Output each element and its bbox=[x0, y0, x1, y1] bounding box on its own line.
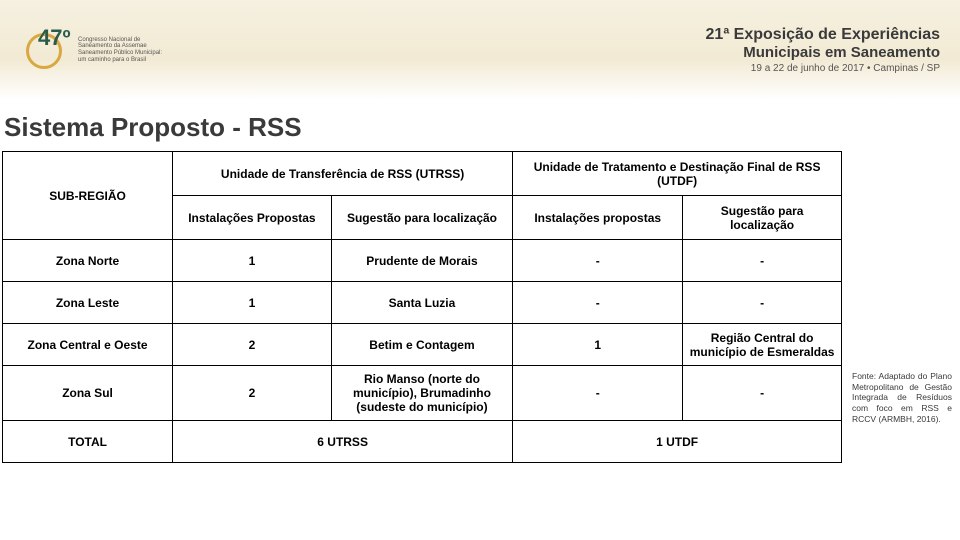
table-row: Zona Central e Oeste 2 Betim e Contagem … bbox=[3, 324, 842, 366]
cell-a: 2 bbox=[173, 366, 332, 421]
th-sugestao-a: Sugestão para localização bbox=[331, 196, 512, 240]
cell-c: - bbox=[513, 240, 683, 282]
cell-sub: Zona Sul bbox=[3, 366, 173, 421]
table-row: Zona Norte 1 Prudente de Morais - - bbox=[3, 240, 842, 282]
th-group-utdf: Unidade de Tratamento e Destinação Final… bbox=[513, 152, 842, 196]
cell-b: Rio Manso (norte do município), Brumadin… bbox=[331, 366, 512, 421]
cell-total-label: TOTAL bbox=[3, 421, 173, 463]
cell-sub: Zona Leste bbox=[3, 282, 173, 324]
cell-total-utrss: 6 UTRSS bbox=[173, 421, 513, 463]
cell-b: Santa Luzia bbox=[331, 282, 512, 324]
page-title: Sistema Proposto - RSS bbox=[0, 100, 960, 151]
cell-d: Região Central do município de Esmeralda… bbox=[683, 324, 842, 366]
cell-c: - bbox=[513, 366, 683, 421]
cell-a: 2 bbox=[173, 324, 332, 366]
event-line1: 21ª Exposição de Experiências bbox=[706, 26, 940, 44]
event-line3: 19 a 22 de junho de 2017 • Campinas / SP bbox=[706, 63, 940, 74]
th-instalacoes-b: Instalações propostas bbox=[513, 196, 683, 240]
logo-subtitle: Congresso Nacional de Saneamento da Asse… bbox=[78, 37, 162, 63]
source-note: Fonte: Adaptado do Plano Metropolitano d… bbox=[852, 371, 952, 424]
rss-table: SUB-REGIÃO Unidade de Transferência de R… bbox=[2, 151, 842, 463]
header-banner: 47º Congresso Nacional de Saneamento da … bbox=[0, 0, 960, 100]
cell-total-utdf: 1 UTDF bbox=[513, 421, 842, 463]
cell-b: Prudente de Morais bbox=[331, 240, 512, 282]
content-row: SUB-REGIÃO Unidade de Transferência de R… bbox=[0, 151, 960, 463]
th-instalacoes-a: Instalações Propostas bbox=[173, 196, 332, 240]
cell-b: Betim e Contagem bbox=[331, 324, 512, 366]
cell-sub: Zona Central e Oeste bbox=[3, 324, 173, 366]
cell-c: - bbox=[513, 282, 683, 324]
table-row: Zona Sul 2 Rio Manso (norte do município… bbox=[3, 366, 842, 421]
cell-sub: Zona Norte bbox=[3, 240, 173, 282]
th-group-utrss: Unidade de Transferência de RSS (UTRSS) bbox=[173, 152, 513, 196]
table-total-row: TOTAL 6 UTRSS 1 UTDF bbox=[3, 421, 842, 463]
cell-a: 1 bbox=[173, 282, 332, 324]
th-sugestao-b: Sugestão para localização bbox=[683, 196, 842, 240]
cell-d: - bbox=[683, 240, 842, 282]
cell-c: 1 bbox=[513, 324, 683, 366]
cell-a: 1 bbox=[173, 240, 332, 282]
cell-d: - bbox=[683, 282, 842, 324]
table-row: Zona Leste 1 Santa Luzia - - bbox=[3, 282, 842, 324]
cell-d: - bbox=[683, 366, 842, 421]
logo-left: 47º Congresso Nacional de Saneamento da … bbox=[20, 25, 162, 75]
th-sub-regiao: SUB-REGIÃO bbox=[3, 152, 173, 240]
congress-logo-icon: 47º bbox=[20, 25, 70, 75]
event-title-block: 21ª Exposição de Experiências Municipais… bbox=[706, 26, 940, 74]
logo-number: 47º bbox=[38, 25, 71, 51]
event-line2: Municipais em Saneamento bbox=[706, 44, 940, 61]
